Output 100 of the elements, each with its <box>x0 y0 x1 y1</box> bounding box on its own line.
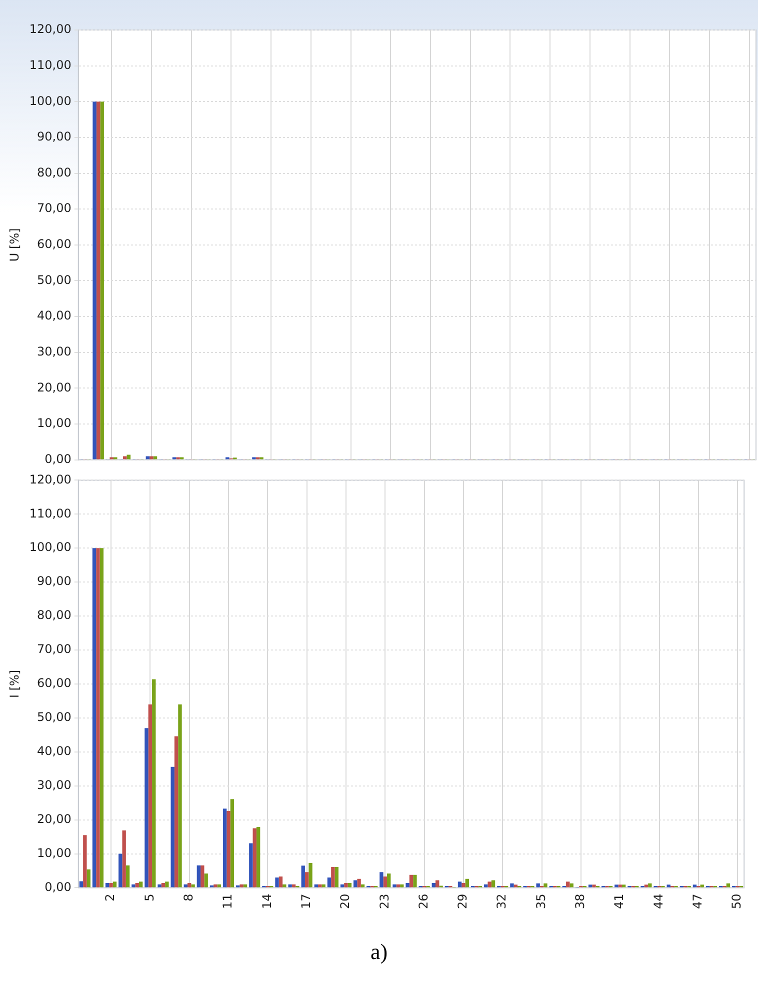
x-tick-label: 29 <box>456 894 470 910</box>
bar <box>536 883 540 888</box>
bar <box>118 854 122 888</box>
x-tick-label: 14 <box>260 894 274 910</box>
bar <box>406 882 410 888</box>
bar <box>692 884 697 888</box>
bar <box>614 884 618 888</box>
y-tick-label: 30,00 <box>37 344 72 358</box>
bar <box>174 736 178 888</box>
x-tick-label: 38 <box>573 894 588 910</box>
y-tick-label: 40,00 <box>37 744 72 758</box>
bar <box>327 878 332 888</box>
x-tick-label: 20 <box>338 894 352 910</box>
y-tick-label: 100,00 <box>29 540 72 554</box>
y-tick-label: 110,00 <box>29 58 72 72</box>
bar <box>566 882 570 888</box>
y-axis-title: U [%] <box>7 228 22 262</box>
bar <box>92 548 96 888</box>
bar <box>392 884 396 888</box>
bar <box>146 456 150 460</box>
y-tick-label: 50,00 <box>37 710 72 724</box>
bar <box>138 882 143 888</box>
x-tick-label: 41 <box>612 894 626 910</box>
bar <box>96 102 100 460</box>
bar <box>644 884 648 888</box>
bar <box>386 873 391 888</box>
x-tick-label: 44 <box>651 894 666 910</box>
bar <box>282 884 286 888</box>
bar <box>150 456 154 460</box>
bar <box>648 883 652 888</box>
bar <box>322 884 326 888</box>
bar <box>132 884 136 888</box>
bar <box>622 884 626 888</box>
bar <box>240 884 244 888</box>
bar <box>514 884 518 888</box>
bar <box>409 874 414 888</box>
y-tick-label: 80,00 <box>37 165 72 180</box>
bar <box>488 882 492 888</box>
bar <box>301 866 305 888</box>
bar <box>83 835 87 888</box>
bar <box>196 865 201 888</box>
bar <box>304 872 309 888</box>
y-tick-label: 50,00 <box>37 272 72 287</box>
x-tick-label: 47 <box>690 894 705 910</box>
bar <box>230 799 234 888</box>
y-tick-label: 60,00 <box>37 676 72 690</box>
bar <box>122 830 126 888</box>
y-tick-label: 60,00 <box>37 237 72 252</box>
bar <box>170 766 174 888</box>
y-tick-label: 80,00 <box>37 608 72 622</box>
y-tick-label: 30,00 <box>37 778 72 792</box>
x-tick-label: 11 <box>220 894 235 910</box>
bar <box>383 876 387 888</box>
y-tick-label: 20,00 <box>37 812 72 826</box>
bar <box>92 102 96 460</box>
y-tick-label: 120,00 <box>29 22 72 36</box>
bar <box>344 882 348 888</box>
bar <box>165 882 169 888</box>
bar <box>222 808 227 888</box>
y-tick-label: 70,00 <box>37 642 72 656</box>
x-tick-label: 32 <box>494 894 509 910</box>
bar <box>458 882 462 888</box>
bar <box>226 810 230 888</box>
y-tick-label: 0,00 <box>44 880 72 894</box>
y-tick-label: 10,00 <box>37 846 72 860</box>
bar <box>413 874 417 888</box>
x-tick-label: 8 <box>181 894 196 902</box>
bar <box>618 884 622 888</box>
bar <box>158 884 162 888</box>
bar <box>357 878 361 888</box>
x-tick-label: 50 <box>730 894 744 910</box>
bar <box>570 883 574 888</box>
bar <box>152 679 156 888</box>
x-tick-label: 17 <box>298 894 313 910</box>
bar <box>214 884 218 888</box>
bar <box>96 548 100 888</box>
bar <box>109 882 113 888</box>
bar <box>112 882 117 888</box>
bar <box>588 884 592 888</box>
bar <box>331 867 335 888</box>
bar <box>204 873 208 888</box>
y-axis-title: I [%] <box>7 670 22 698</box>
bar <box>249 843 253 888</box>
bar <box>700 884 704 888</box>
bar <box>288 884 292 888</box>
bar <box>252 828 256 888</box>
y-tick-label: 120,00 <box>29 472 72 486</box>
bar <box>191 884 195 888</box>
bar <box>144 728 148 888</box>
y-tick-label: 20,00 <box>37 380 72 394</box>
bar <box>592 884 596 888</box>
y-tick-label: 10,00 <box>37 416 72 430</box>
x-tick-label: 5 <box>142 894 156 902</box>
bar <box>86 869 90 888</box>
bar <box>123 456 127 460</box>
bar <box>178 704 182 888</box>
bar <box>256 826 260 888</box>
y-tick-label: 90,00 <box>37 574 72 588</box>
bar <box>380 872 384 888</box>
bar <box>666 884 670 888</box>
